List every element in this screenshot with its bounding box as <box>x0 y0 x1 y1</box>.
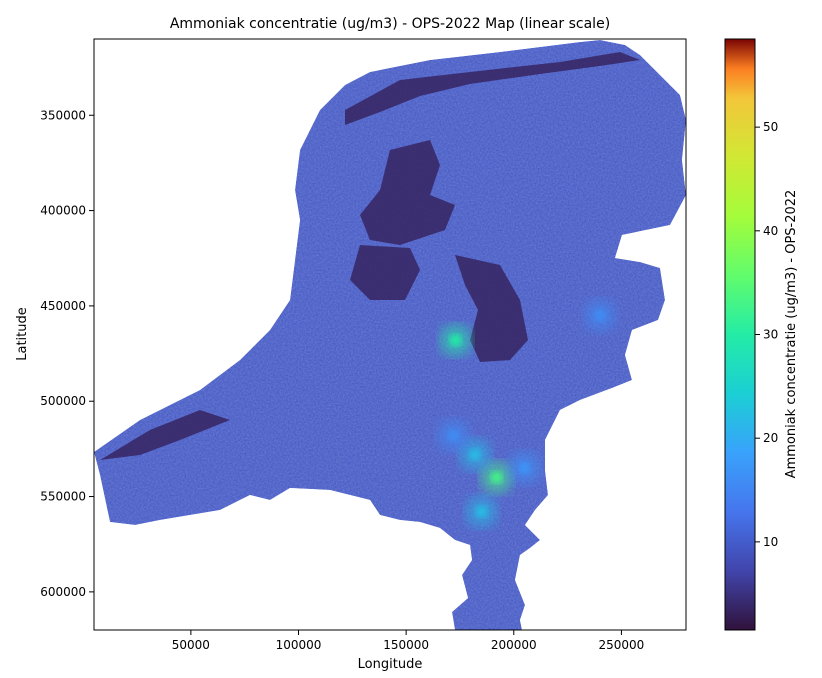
y-tick-label-0: 350000 <box>40 108 86 122</box>
colorbar-tick-label-3: 40 <box>763 224 778 238</box>
colorbar-tick-label-4: 50 <box>763 120 778 134</box>
colorbar-tick-label-0: 10 <box>763 535 778 549</box>
colorbar-axis: 10 20 30 40 50 <box>755 120 778 549</box>
concentration-map <box>94 40 686 630</box>
colorbar <box>724 38 756 631</box>
y-tick-label-1: 400000 <box>40 204 86 218</box>
x-axis: 50000 100000 150000 200000 250000 <box>172 630 645 652</box>
x-tick-label-1: 100000 <box>276 638 322 652</box>
x-tick-label-2: 150000 <box>383 638 429 652</box>
plot-frame <box>93 38 687 631</box>
x-tick-label-3: 200000 <box>491 638 537 652</box>
y-axis-label: Latitude <box>15 307 30 361</box>
y-axis: 350000 400000 450000 500000 550000 600000 <box>40 108 94 599</box>
y-tick-label-4: 550000 <box>40 490 86 504</box>
chart-title: Ammoniak concentratie (ug/m3) - OPS-2022… <box>170 16 610 32</box>
x-tick-label-0: 50000 <box>172 638 210 652</box>
y-tick-label-2: 450000 <box>40 299 86 313</box>
colorbar-tick-label-1: 20 <box>763 431 778 445</box>
colorbar-label: Ammoniak concentratie (ug/m3) - OPS-2022 <box>784 190 799 479</box>
x-tick-label-4: 250000 <box>599 638 645 652</box>
y-tick-label-5: 600000 <box>40 585 86 599</box>
x-axis-label: Longitude <box>358 657 423 672</box>
y-tick-label-3: 500000 <box>40 394 86 408</box>
colorbar-tick-label-2: 30 <box>763 328 778 342</box>
